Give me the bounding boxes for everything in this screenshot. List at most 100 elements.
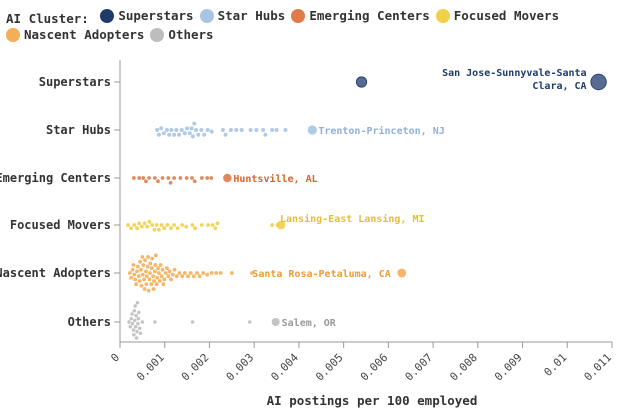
dot-focused-movers [193,226,198,231]
dot-nascent-adopters [129,275,134,280]
dot-others [247,320,252,324]
dot-nascent-adopters [205,272,210,277]
row-label-emerging-centers: Emerging Centers [0,171,111,185]
dot-nascent-adopters [191,274,196,279]
dot-star-hubs [209,129,214,134]
dot-others [135,329,139,334]
x-tick-label: 0.011 [582,351,615,384]
dot-nascent-adopters [147,277,152,282]
dot-others [271,317,280,327]
dot-nascent-adopters [132,272,137,277]
dot-nascent-adopters [163,271,168,275]
dot-nascent-adopters [143,258,147,263]
legend-label: Emerging Centers [309,8,430,23]
dot-nascent-adopters [148,271,152,275]
legend-swatch [100,9,115,23]
dot-nascent-adopters [144,282,149,287]
dot-focused-movers [129,226,134,231]
legend-title: AI Cluster: [6,11,89,26]
dot-star-hubs [239,128,244,132]
x-tick-label: 0.005 [313,351,346,384]
dot-nascent-adopters [134,282,139,287]
legend-item-others: Others [150,27,214,43]
legend-item-star-hubs: Star Hubs [199,8,286,24]
row-label-nascent-adopters: Nascent Adopters [0,266,111,280]
legend-label: Superstars [118,8,194,23]
legend-swatch [150,28,165,42]
dot-star-hubs [182,131,187,136]
dot-focused-movers [165,223,170,227]
dot-emerging-centers [132,176,136,180]
dot-emerging-centers [144,179,148,184]
dot-nascent-adopters [151,287,156,291]
annotation-superstars: San Jose-Sunnyvale-Santa [442,68,587,79]
dot-star-hubs [220,128,225,132]
x-tick-label: 0.008 [447,351,480,384]
annotation-others: Salem, OR [282,318,337,329]
dot-focused-movers [137,221,142,226]
dot-nascent-adopters [195,271,199,275]
dot-nascent-adopters [157,279,162,283]
dot-focused-movers [140,224,144,229]
dot-nascent-adopters [397,268,407,278]
dot-nascent-adopters [161,282,166,287]
dot-star-hubs [234,128,239,132]
row-label-focused-movers: Focused Movers [10,218,111,232]
dot-others [137,310,141,315]
x-tick-label: 0.01 [541,351,569,379]
dot-emerging-centers [172,176,176,180]
dot-nascent-adopters [139,267,143,272]
dot-star-hubs [156,132,161,137]
dot-nascent-adopters [133,277,138,282]
dot-nascent-adopters [152,279,156,283]
dot-star-hubs [223,132,228,137]
x-axis-title: AI postings per 100 employed [267,393,478,408]
dot-focused-movers [215,221,220,226]
dot-others [136,317,141,321]
dot-nascent-adopters [136,274,141,279]
dot-star-hubs [228,128,233,132]
dot-star-hubs [192,121,197,126]
dot-nascent-adopters [151,274,156,279]
row-label-star-hubs: Star Hubs [46,123,111,137]
dot-star-hubs [261,128,266,132]
dot-nascent-adopters [142,287,147,291]
dot-star-hubs [161,131,166,136]
dot-star-hubs [190,134,195,139]
dot-focused-movers [159,223,164,227]
dot-star-hubs [283,128,288,132]
dot-focused-movers [135,226,139,231]
row-label-superstars: Superstars [39,75,111,89]
legend-label: Nascent Adopters [24,27,145,42]
x-tick-label: 0.006 [358,351,391,384]
dot-nascent-adopters [162,277,167,282]
dot-superstars [590,73,607,91]
dot-focused-movers [175,226,180,231]
legend-item-nascent-adopters: Nascent Adopters [6,27,144,43]
dot-focused-movers [147,219,152,224]
dot-nascent-adopters [174,274,179,279]
legend-swatch [6,28,20,42]
dot-nascent-adopters [153,263,158,267]
dot-emerging-centers [156,179,160,184]
dot-emerging-centers [205,176,210,180]
dot-emerging-centers [184,176,189,180]
dot-nascent-adopters [149,282,154,287]
dot-focused-movers [152,227,157,232]
dot-nascent-adopters [209,271,214,275]
dot-others [129,317,133,321]
legend-swatch [291,9,306,23]
dot-emerging-centers [192,179,197,184]
dot-focused-movers [157,227,161,232]
dot-star-hubs [254,128,259,132]
dot-focused-movers [210,223,215,227]
dot-nascent-adopters [138,259,143,264]
dot-focused-movers [276,220,286,230]
dot-star-hubs [179,128,184,132]
dot-emerging-centers [190,176,194,180]
dot-others [135,301,140,305]
legend-label: Star Hubs [217,8,286,23]
dot-nascent-adopters [135,264,140,269]
dot-focused-movers [190,223,195,227]
dot-star-hubs [307,125,317,135]
